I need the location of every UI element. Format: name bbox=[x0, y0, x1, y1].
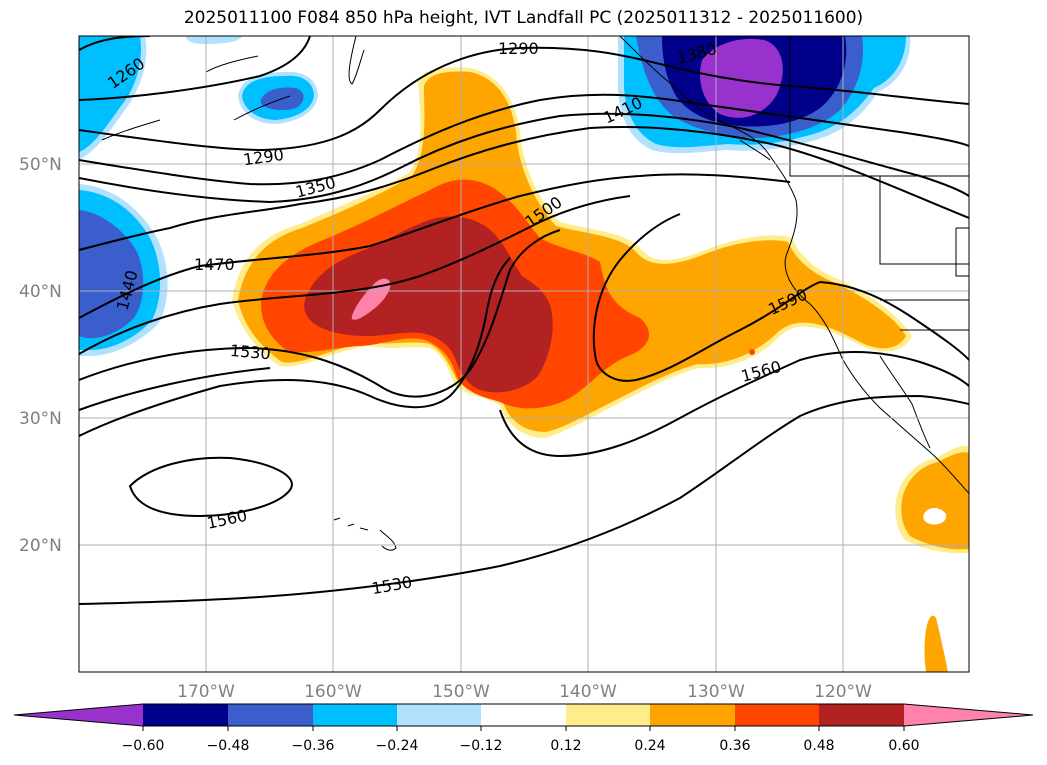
colorbar-tick-label: −0.36 bbox=[292, 738, 335, 754]
contour-label: 1290 bbox=[498, 39, 539, 58]
lon-label-160w: 160°W bbox=[304, 682, 362, 702]
contour-label: 1470 bbox=[194, 255, 235, 274]
lat-label-50n: 50°N bbox=[19, 155, 62, 175]
colorbar-cell bbox=[735, 704, 819, 726]
colorbar-cell bbox=[143, 704, 228, 726]
colorbar-cell bbox=[819, 704, 904, 726]
lon-label-130w: 130°W bbox=[687, 682, 745, 702]
colorbar-tick-label: −0.60 bbox=[122, 738, 165, 754]
lon-label-150w: 150°W bbox=[432, 682, 490, 702]
colorbar: −0.60 −0.48 −0.36 −0.24 −0.12 0.12 0.24 … bbox=[13, 703, 1034, 754]
longitude-labels: 170°W 160°W 150°W 140°W 130°W 120°W bbox=[177, 682, 872, 702]
latitude-labels: 50°N 40°N 30°N 20°N bbox=[19, 155, 62, 556]
ivt-negative-field bbox=[79, 36, 911, 356]
colorbar-tick-label: −0.24 bbox=[376, 738, 419, 754]
height-contours bbox=[79, 36, 969, 605]
colorbar-tick-label: 0.12 bbox=[550, 738, 581, 754]
lat-label-20n: 20°N bbox=[19, 536, 62, 556]
lon-label-170w: 170°W bbox=[177, 682, 235, 702]
lon-label-140w: 140°W bbox=[559, 682, 617, 702]
colorbar-ticks bbox=[142, 726, 905, 731]
coastlines bbox=[101, 36, 969, 551]
colorbar-cell bbox=[481, 704, 566, 726]
map-frame bbox=[78, 35, 970, 673]
colorbar-tick-label: −0.12 bbox=[460, 738, 503, 754]
contour-label: 1530 bbox=[229, 341, 271, 363]
colorbar-cell bbox=[397, 704, 481, 726]
lon-label-120w: 120°W bbox=[814, 682, 872, 702]
colorbar-tick-label: 0.24 bbox=[634, 738, 665, 754]
colorbar-cell bbox=[904, 704, 1033, 726]
colorbar-tick-label: 0.48 bbox=[803, 738, 834, 754]
colorbar-cell bbox=[566, 704, 650, 726]
colorbar-tick-label: 0.60 bbox=[888, 738, 919, 754]
colorbar-tick-label: 0.36 bbox=[719, 738, 750, 754]
colorbar-tick-label: −0.48 bbox=[207, 738, 250, 754]
colorbar-cell bbox=[228, 704, 313, 726]
lat-label-30n: 30°N bbox=[19, 409, 62, 429]
colorbar-cell bbox=[14, 704, 143, 726]
map-title: 2025011100 F084 850 hPa height, IVT Land… bbox=[183, 8, 864, 28]
colorbar-cell bbox=[650, 704, 735, 726]
gridlines bbox=[79, 36, 969, 672]
lat-label-40n: 40°N bbox=[19, 282, 62, 302]
colorbar-cell bbox=[313, 704, 397, 726]
